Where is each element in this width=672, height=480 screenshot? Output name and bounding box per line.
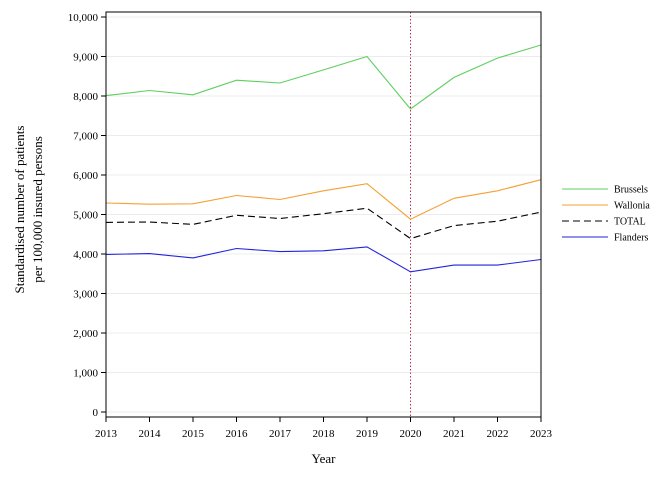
y-tick-label: 3,000 xyxy=(73,289,98,301)
series-line-flanders xyxy=(105,246,542,273)
series-lines xyxy=(105,44,542,273)
x-axis: 2013 2014 2015 2016 2017 2018 2019 2020 2021 2022… xyxy=(95,417,553,440)
y-tick-label: 6,000 xyxy=(73,170,98,182)
y-tick-label: 7,000 xyxy=(73,131,98,143)
x-tick-label: 2016 xyxy=(226,428,249,440)
x-tick-label: 2013 xyxy=(95,428,118,440)
x-tick-label: 2021 xyxy=(443,428,465,440)
series-line-total xyxy=(105,207,542,240)
grid-lines xyxy=(106,16,541,413)
legend: Brussels Wallonia TOTAL Flanders xyxy=(562,185,650,244)
x-tick-label: 2023 xyxy=(530,428,553,440)
x-tick-label: 2022 xyxy=(487,428,509,440)
series-line-brussels xyxy=(105,44,542,110)
x-tick-label: 2017 xyxy=(269,428,292,440)
y-axis: 0 1,000 2,000 3,000 4,000 5,000 6,000 7,000 8,00… xyxy=(68,12,106,419)
y-axis-title: Standardised number of patients per 100,… xyxy=(12,126,45,294)
legend-label-flanders: Flanders xyxy=(614,233,649,244)
y-tick-label: 10,000 xyxy=(68,12,99,24)
y-tick-label: 9,000 xyxy=(73,52,98,64)
x-tick-label: 2019 xyxy=(356,428,379,440)
x-axis-title: Year xyxy=(312,451,337,466)
y-tick-label: 2,000 xyxy=(73,328,98,340)
legend-label-total: TOTAL xyxy=(614,217,646,228)
x-tick-label: 2015 xyxy=(182,428,205,440)
y-tick-label: 4,000 xyxy=(73,249,98,261)
legend-label-brussels: Brussels xyxy=(614,185,648,196)
y-tick-label: 1,000 xyxy=(73,368,98,380)
series-line-wallonia xyxy=(105,179,542,220)
y-tick-label: 5,000 xyxy=(73,210,98,222)
y-tick-label: 0 xyxy=(93,407,99,419)
legend-label-wallonia: Wallonia xyxy=(614,201,650,212)
y-tick-label: 8,000 xyxy=(73,91,98,103)
x-tick-label: 2014 xyxy=(139,428,162,440)
x-tick-label: 2020 xyxy=(400,428,423,440)
y-axis-title-line-2: per 100,000 insured persons xyxy=(30,136,45,283)
y-axis-title-line-1: Standardised number of patients xyxy=(12,126,27,294)
x-tick-label: 2018 xyxy=(313,428,336,440)
